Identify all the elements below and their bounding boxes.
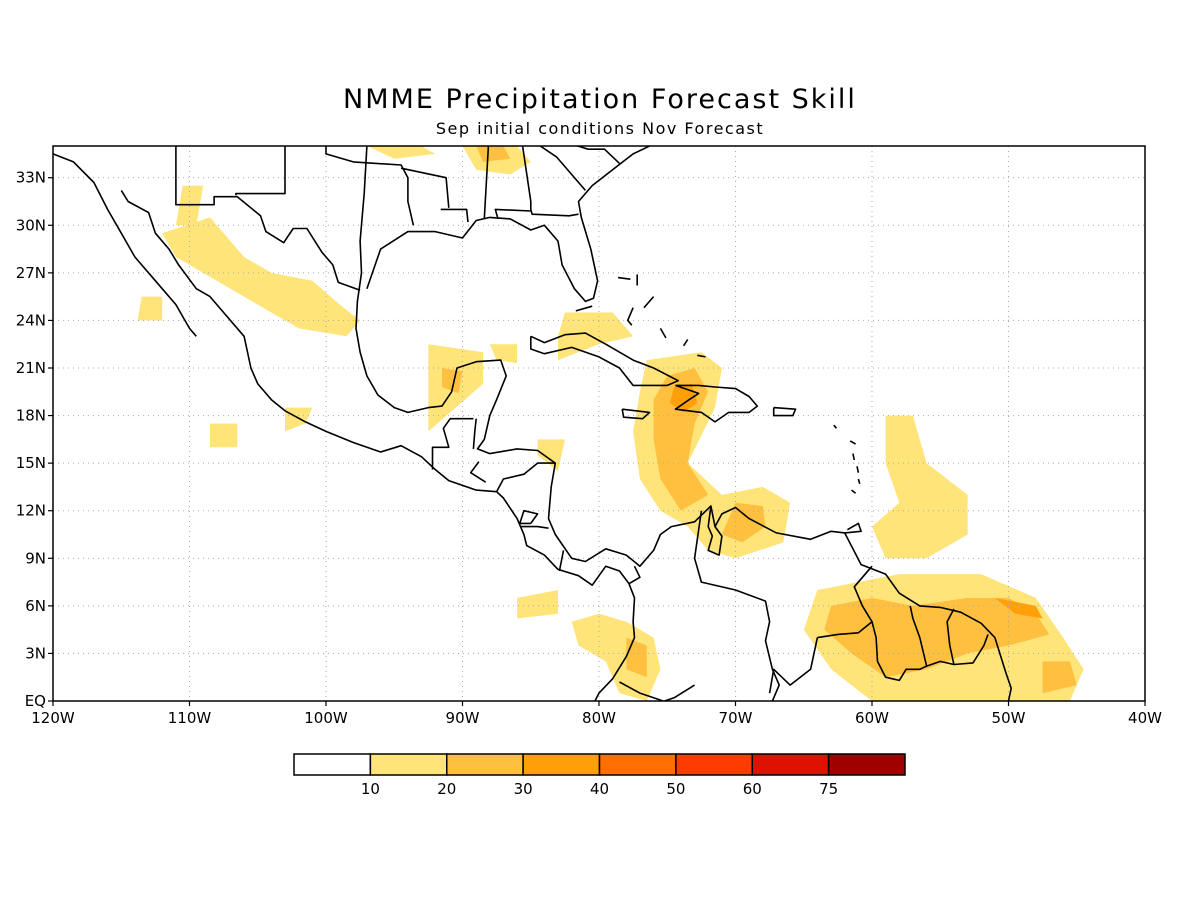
legend-label: 40 — [590, 780, 609, 798]
legend-swatch — [675, 753, 753, 776]
skill-area-level-2 — [721, 502, 766, 543]
legend-label: 50 — [666, 780, 685, 798]
skill-area-level-2 — [824, 597, 1050, 678]
legend-swatch — [369, 753, 448, 776]
skill-area-level-1 — [210, 423, 238, 448]
legend-swatch — [522, 753, 601, 776]
lon-tick-label: 70W — [719, 709, 753, 727]
skill-area-level-1 — [162, 217, 361, 337]
skill-area-level-2 — [626, 637, 647, 678]
coastlines — [53, 146, 1012, 701]
legend-swatch — [293, 753, 372, 776]
skill-shading — [137, 146, 1084, 701]
lat-tick-label: 15N — [16, 454, 46, 472]
lat-tick-label: 18N — [16, 407, 46, 425]
skill-area-level-1 — [872, 415, 968, 559]
lat-tick-label: 3N — [25, 644, 46, 662]
legend-label: 30 — [514, 780, 533, 798]
skill-area-level-2 — [442, 368, 463, 394]
lon-tick-label: 110W — [168, 709, 212, 727]
lon-tick-label: 40W — [1128, 709, 1162, 727]
legend-label: 75 — [819, 780, 838, 798]
lat-lon-grid — [53, 146, 1145, 701]
lon-tick-label: 60W — [855, 709, 889, 727]
lat-tick-label: 12N — [16, 502, 46, 520]
axis-ticks: 120W 110W 100W 90W 80W 70W 60W 50W 40W EQ 3N 6N 9N 12… — [16, 169, 1162, 727]
lat-tick-label: 30N — [16, 216, 46, 234]
skill-area-level-1 — [558, 312, 634, 361]
legend-swatch — [446, 753, 524, 776]
map-title: NMME Precipitation Forecast Skill — [343, 84, 857, 115]
legend-swatch — [827, 753, 906, 776]
lat-tick-label: EQ — [25, 692, 46, 710]
lat-tick-label: 21N — [16, 359, 46, 377]
lon-tick-label: 90W — [446, 709, 480, 727]
skill-area-level-2 — [1042, 661, 1077, 694]
lon-tick-label: 80W — [582, 709, 616, 727]
skill-area-level-2 — [476, 146, 511, 162]
skill-area-level-1 — [489, 344, 518, 364]
skill-area-level-1 — [537, 439, 565, 472]
lat-tick-label: 6N — [25, 597, 46, 615]
map-subtitle: Sep initial conditions Nov Forecast — [435, 119, 765, 138]
legend-label: 20 — [437, 780, 456, 798]
legend-label: 10 — [361, 780, 380, 798]
lon-tick-label: 100W — [304, 709, 348, 727]
lon-tick-label: 120W — [31, 709, 75, 727]
lat-tick-label: 9N — [25, 549, 46, 567]
skill-area-level-1 — [517, 590, 558, 619]
lat-tick-label: 33N — [16, 169, 46, 187]
lat-tick-label: 24N — [16, 311, 46, 329]
skill-area-level-1 — [366, 146, 436, 159]
legend-swatch — [598, 753, 677, 776]
color-legend: 10 20 30 40 50 60 75 — [293, 753, 906, 798]
skill-area-level-1 — [571, 613, 661, 701]
legend-label: 60 — [743, 780, 762, 798]
lon-tick-label: 50W — [992, 709, 1026, 727]
skill-area-level-3 — [994, 597, 1043, 619]
legend-swatch — [751, 753, 830, 776]
skill-area-level-1 — [137, 296, 163, 321]
lat-tick-label: 27N — [16, 264, 46, 282]
skill-area-level-1 — [285, 407, 313, 432]
